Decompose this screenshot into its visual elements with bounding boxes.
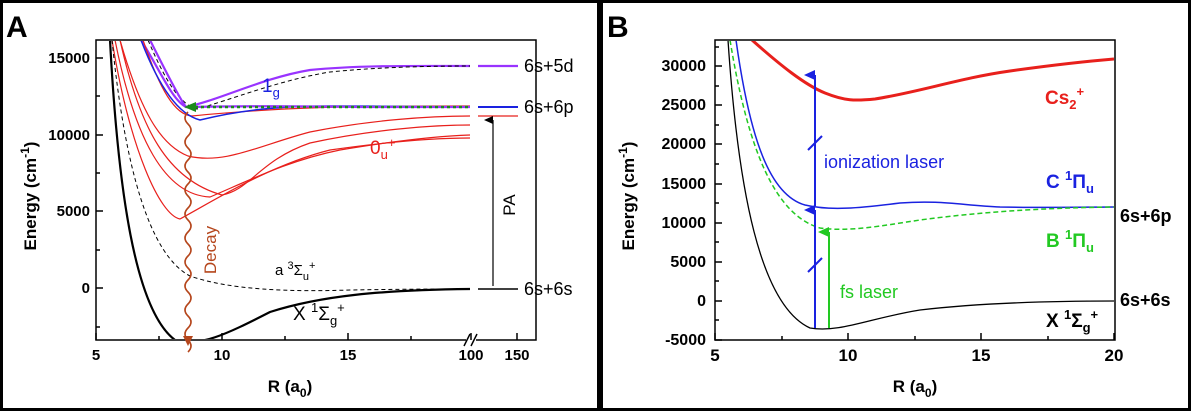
ionization-label: ionization laser	[824, 152, 944, 172]
panel-b-frame	[600, 0, 1191, 411]
panel-b-letter: B	[607, 11, 629, 44]
panel-b-ytick-15000: 15000	[662, 176, 707, 193]
fs-laser-label: fs laser	[840, 282, 898, 302]
label-x1sigma-b: X 1Σg+	[1046, 307, 1099, 335]
panel-a: A 0 50	[6, 11, 574, 400]
curve-6s5d-dashed	[147, 41, 471, 110]
curve-cs2plus-red	[751, 41, 1114, 102]
panel-b-ytick-m5000: -5000	[665, 332, 706, 349]
panel-b-xtick-10: 10	[839, 346, 858, 365]
curve-0u-red-2	[119, 41, 471, 159]
asym-label-b-6s6p: 6s+6p	[1120, 206, 1172, 226]
pa-label: PA	[500, 194, 519, 216]
panel-b-ytick-20000: 20000	[662, 136, 707, 153]
panel-a-xtick-150: 150	[504, 347, 529, 364]
curve-x1sigma-ground	[108, 41, 471, 339]
curve-6s5d-purple	[140, 41, 471, 109]
curve-0u-red-4	[114, 41, 471, 198]
panel-a-ytick-10000: 10000	[48, 127, 90, 144]
panel-b-ytick-5000: 5000	[670, 254, 706, 271]
panel-b-xtick-5: 5	[710, 346, 719, 365]
panel-a-ytick-0: 0	[82, 280, 90, 297]
panel-a-x-ticks	[95, 333, 518, 340]
panel-a-xtick-5: 5	[92, 347, 100, 364]
panel-a-xtick-100: 100	[458, 347, 483, 364]
curve-x1sigma-black	[727, 41, 1114, 330]
panel-b-xtick-20: 20	[1105, 346, 1124, 365]
break-mark-upper	[807, 135, 823, 151]
curve-1g-purple	[149, 41, 470, 109]
curve-0u-red-5	[111, 41, 471, 220]
curve-a3sigma-dashed	[111, 41, 471, 292]
panel-b-ylabel: Energy (cm-1)	[616, 142, 638, 251]
label-x1sigma: X 1Σg+	[293, 300, 345, 328]
panel-b-x-ticks	[714, 333, 1115, 340]
curve-c1pi-blue	[735, 41, 1114, 210]
decay-arrowhead	[183, 336, 193, 346]
curve-b1pi-green	[729, 41, 1114, 231]
panel-a-ylabel: Energy (cm-1)	[18, 142, 40, 251]
panel-a-frame	[0, 0, 600, 411]
panel-a-ytick-15000: 15000	[48, 50, 90, 67]
label-0u: 0u+	[370, 135, 395, 162]
decay-label: Decay	[201, 225, 220, 274]
panel-b-ytick-0: 0	[697, 293, 706, 310]
decay-wavy-arrow	[184, 111, 192, 353]
panel-b-xlabel: R (a0)	[893, 377, 937, 400]
panel-a-plot-frame	[95, 39, 537, 341]
panel-a-xtick-10: 10	[214, 347, 231, 364]
panel-b-xtick-15: 15	[972, 346, 991, 365]
panel-b-ytick-25000: 25000	[662, 97, 707, 114]
asym-label-6s6s: 6s+6s	[524, 279, 573, 299]
panel-a-y-ticks	[96, 57, 103, 328]
panel-a-xtick-15: 15	[340, 347, 357, 364]
panel-b: B	[607, 11, 1172, 400]
panel-b-ytick-30000: 30000	[662, 58, 707, 75]
asym-label-6s5d: 6s+5d	[524, 56, 574, 76]
panel-b-y-ticks	[715, 46, 722, 341]
panel-a-xlabel: R (a0)	[268, 377, 312, 400]
label-b1pi: B 1Πu	[1046, 227, 1094, 255]
panel-b-ytick-10000: 10000	[662, 215, 707, 232]
panel-a-ytick-5000: 5000	[57, 203, 90, 220]
break-mark-lower	[807, 257, 823, 273]
label-cs2plus: Cs2+	[1045, 84, 1085, 112]
label-a3sigma: a 3Σu+	[275, 260, 315, 283]
label-c1pi: C 1Πu	[1046, 168, 1094, 196]
label-1g: 1g	[262, 76, 280, 100]
asym-label-b-6s6s: 6s+6s	[1120, 290, 1171, 310]
asym-label-6s6p: 6s+6p	[524, 97, 574, 117]
panel-a-letter: A	[6, 11, 28, 44]
green-arrowhead	[184, 102, 196, 112]
